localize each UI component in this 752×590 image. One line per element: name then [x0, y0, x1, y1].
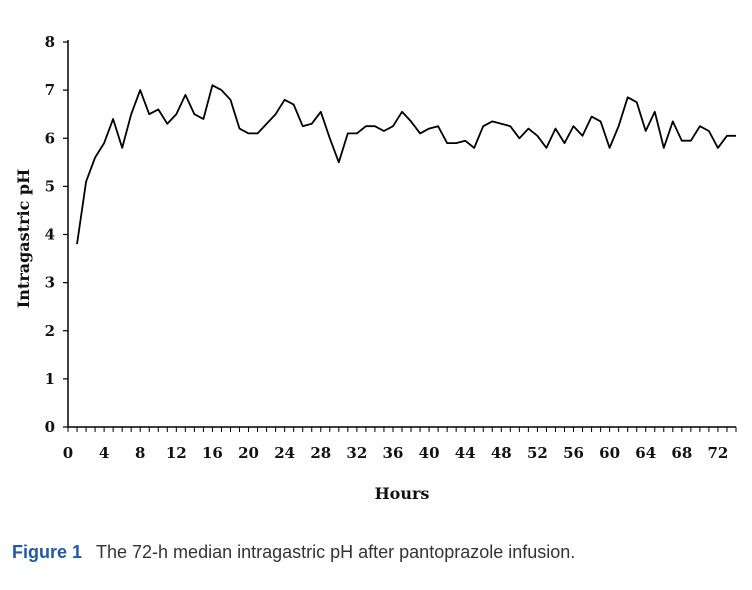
- y-tick-label: 8: [45, 33, 55, 51]
- x-tick-label: 0: [63, 444, 73, 462]
- x-tick-label: 4: [99, 444, 109, 462]
- y-tick-label: 1: [45, 370, 55, 388]
- x-tick-label: 60: [599, 444, 620, 462]
- y-tick-label: 0: [45, 418, 55, 436]
- y-tick-label: 6: [45, 129, 55, 147]
- y-tick-label: 2: [45, 322, 55, 340]
- figure-caption-label: Figure 1: [12, 542, 83, 562]
- x-tick-label: 28: [310, 444, 331, 462]
- chart-area: 0 1 2 3 4 5 6 7 8 0 4 8 12 16 20 24 28 32 36 40 44 48 52 56 60 64…: [14, 33, 737, 503]
- x-tick-label: 56: [563, 444, 584, 462]
- x-tick-label: 40: [419, 444, 440, 462]
- figure-caption: Figure 1 The 72-h median intragastric pH …: [12, 542, 742, 563]
- x-tick-label: 72: [708, 444, 729, 462]
- y-tick-label: 4: [45, 226, 55, 244]
- x-tick-label: 20: [238, 444, 259, 462]
- x-tick-label: 8: [135, 444, 145, 462]
- x-tick-label: 64: [635, 444, 656, 462]
- x-tick-label: 36: [383, 444, 404, 462]
- x-tick-label: 24: [274, 444, 295, 462]
- x-axis-title: Hours: [375, 484, 430, 503]
- figure-caption-text: The 72-h median intragastric pH after pa…: [96, 542, 576, 562]
- ph-series-line: [76, 84, 736, 245]
- x-tick-label: 44: [455, 444, 476, 462]
- x-tick-label: 48: [491, 444, 512, 462]
- x-tick-label: 16: [202, 444, 223, 462]
- y-axis-title: Intragastric pH: [14, 169, 33, 308]
- x-tick-label: 12: [166, 444, 187, 462]
- y-tick-label: 7: [45, 81, 55, 99]
- y-tick-label: 3: [45, 274, 55, 292]
- y-tick-label: 5: [45, 177, 55, 195]
- x-tick-label: 32: [346, 444, 367, 462]
- x-tick-label: 68: [671, 444, 692, 462]
- x-tick-label: 52: [527, 444, 548, 462]
